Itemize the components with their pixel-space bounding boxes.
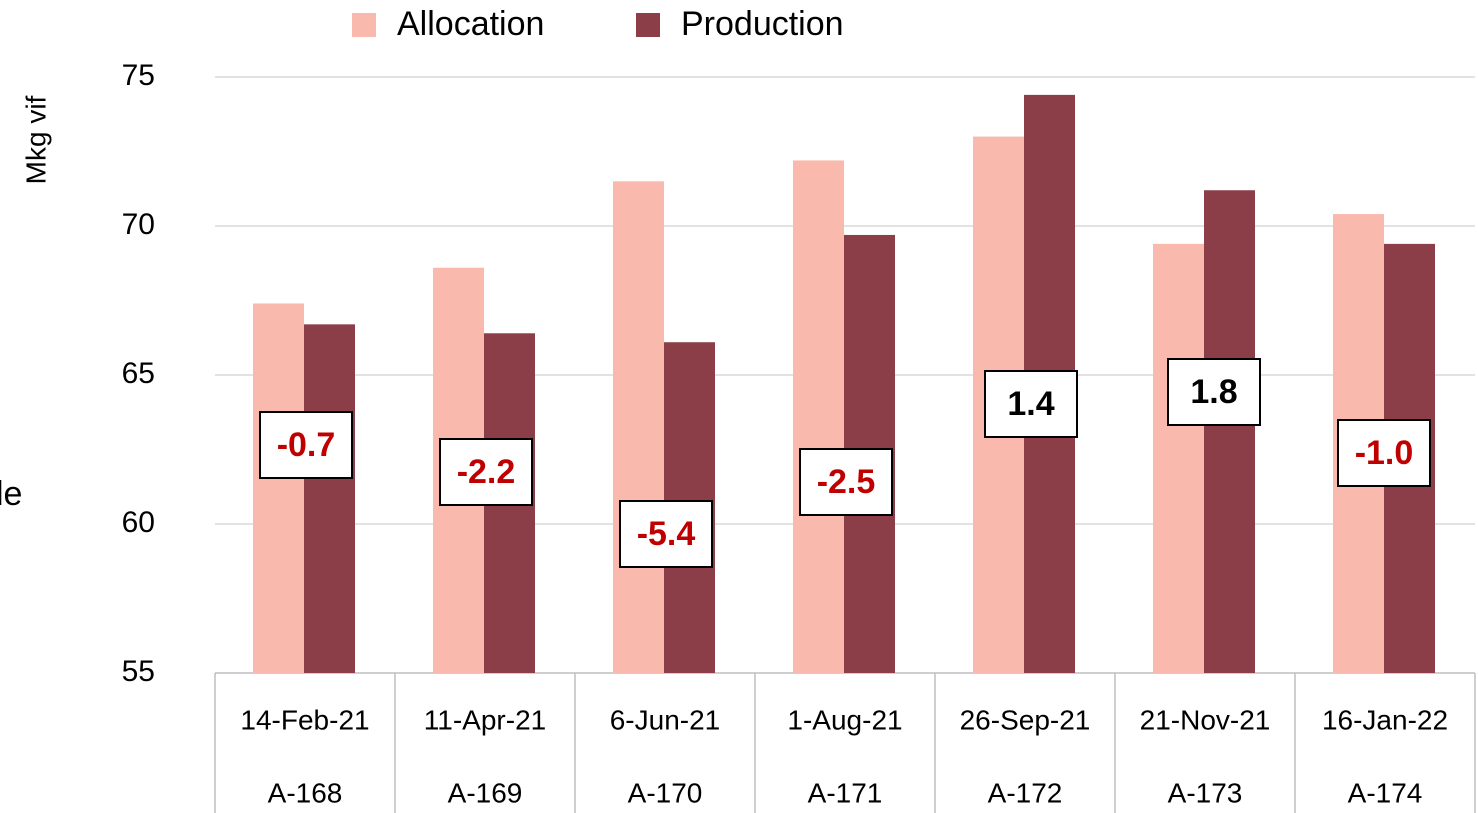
legend-swatch bbox=[352, 13, 376, 37]
difference-label: -1.0 bbox=[1355, 434, 1414, 472]
difference-box bbox=[984, 370, 1078, 438]
legend-label: Allocation bbox=[397, 5, 544, 43]
x-tick-label: 16-Jan-22 bbox=[1322, 704, 1448, 735]
x-tick-label: 6-Jun-21 bbox=[610, 704, 721, 735]
legend-label: Production bbox=[681, 5, 844, 43]
x-tick-label: 26-Sep-21 bbox=[960, 704, 1091, 735]
x-tick-label: 21-Nov-21 bbox=[1140, 704, 1271, 735]
bar bbox=[613, 181, 664, 674]
bar bbox=[1153, 243, 1204, 673]
difference-label: -0.7 bbox=[277, 426, 336, 464]
difference-label: -2.2 bbox=[457, 453, 516, 491]
x-subtick-label: A-173 bbox=[1168, 777, 1243, 808]
x-subtick-label: A-171 bbox=[808, 777, 883, 808]
legend-swatch bbox=[636, 13, 660, 37]
difference-box bbox=[619, 500, 713, 568]
y-tick-label: 65 bbox=[122, 357, 155, 390]
x-subtick-label: A-169 bbox=[448, 777, 523, 808]
x-subtick-label: A-168 bbox=[268, 777, 343, 808]
difference-label: -5.4 bbox=[637, 515, 696, 553]
difference-label: 1.8 bbox=[1190, 373, 1237, 411]
x-tick-label: 1-Aug-21 bbox=[787, 704, 902, 735]
y-tick-label: 55 bbox=[122, 655, 155, 688]
x-subtick-label: A-172 bbox=[988, 777, 1063, 808]
bar bbox=[304, 324, 355, 673]
x-subtick-label: A-174 bbox=[1348, 777, 1423, 808]
difference-box bbox=[1337, 419, 1431, 487]
difference-box bbox=[259, 411, 353, 479]
difference-label: -2.5 bbox=[817, 463, 876, 501]
side-text: le bbox=[0, 475, 22, 513]
bar bbox=[793, 160, 844, 673]
difference-box bbox=[799, 448, 893, 516]
y-tick-label: 70 bbox=[122, 208, 155, 241]
y-tick-label: 60 bbox=[122, 506, 155, 539]
y-axis-label: Mkg vif bbox=[20, 95, 51, 184]
x-subtick-label: A-170 bbox=[628, 777, 703, 808]
difference-box bbox=[1167, 358, 1261, 426]
difference-box bbox=[439, 438, 533, 506]
x-tick-label: 11-Apr-21 bbox=[424, 704, 546, 735]
x-tick-label: 14-Feb-21 bbox=[240, 704, 369, 735]
difference-label: 1.4 bbox=[1007, 385, 1054, 423]
y-tick-label: 75 bbox=[122, 59, 155, 92]
bar bbox=[1204, 190, 1255, 674]
bar bbox=[253, 303, 304, 673]
